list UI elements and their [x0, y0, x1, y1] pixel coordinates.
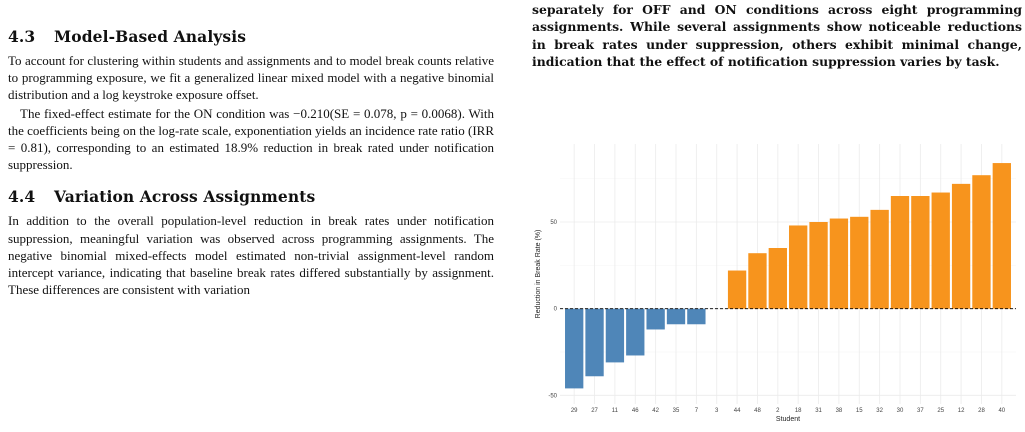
section-title: Variation Across Assignments	[54, 187, 316, 207]
x-tick-label: 28	[978, 408, 985, 414]
section-heading-4-3: 4.3 Model-Based Analysis	[8, 27, 494, 47]
bar-student-44	[727, 270, 747, 309]
bar-student-27	[585, 308, 604, 377]
bar-student-28	[972, 175, 991, 309]
x-tick-label: 35	[673, 408, 680, 414]
y-tick-label: 50	[550, 220, 557, 226]
x-tick-label: 48	[754, 408, 761, 414]
left-column: 4.3 Model-Based Analysis To account for c…	[8, 0, 494, 298]
bar-student-29	[565, 308, 584, 389]
section-number: 4.4	[8, 187, 36, 207]
section-number: 4.3	[8, 27, 36, 46]
bar-student-30	[890, 196, 910, 309]
bars	[565, 163, 1011, 389]
bar-student-46	[626, 308, 645, 356]
right-column: separately for OFF and ON conditions acr…	[532, 0, 1022, 71]
bar-student-11	[605, 308, 625, 363]
bar-student-35	[666, 308, 686, 325]
bar-student-15	[850, 216, 869, 309]
bar-student-2	[768, 248, 787, 309]
y-tick-label: 0	[554, 307, 558, 313]
y-tick-labels: -50 0 50	[548, 220, 557, 399]
section-heading-4-4: 4.4 Variation Across Assignments	[8, 187, 494, 207]
x-tick-label: 29	[571, 408, 578, 414]
bar-student-37	[911, 196, 930, 309]
section-title: Model-Based Analysis	[54, 27, 247, 46]
x-tick-label: 3	[715, 408, 719, 414]
bar-student-12	[951, 183, 971, 309]
x-tick-label: 12	[958, 408, 965, 414]
section-4-3-paragraph-1: To account for clustering within student…	[8, 53, 494, 103]
bar-student-40	[992, 163, 1011, 309]
bar-student-7	[687, 308, 706, 325]
bar-student-25	[931, 192, 950, 309]
figure-caption: separately for OFF and ON conditions acr…	[532, 2, 1022, 70]
x-tick-label: 38	[836, 408, 843, 414]
x-tick-label: 46	[632, 408, 639, 414]
x-tick-label: 15	[856, 408, 863, 414]
section-4-4-paragraph-1: In addition to the overall population-le…	[8, 213, 494, 298]
x-tick-labels: 29 27 11 46 42 35 7 3 44 48 2 18 31 38 15 32 30 37 25 12 28 4…	[571, 408, 1006, 414]
bar-student-38	[829, 218, 849, 309]
y-tick-label: -50	[548, 393, 557, 399]
x-tick-label: 31	[815, 408, 822, 414]
x-tick-label: 44	[734, 408, 741, 414]
x-tick-label: 27	[591, 408, 598, 414]
x-tick-label: 7	[695, 408, 699, 414]
bar-chart: -50 0 50 29 27 11 46 42 35 7 3 44 48 2 18 31 38 15 32 30 37…	[535, 144, 1016, 423]
x-tick-label: 2	[776, 408, 780, 414]
x-tick-label: 25	[937, 408, 944, 414]
x-tick-label: 11	[612, 408, 619, 414]
bar-student-32	[870, 209, 889, 309]
x-tick-label: 32	[876, 408, 883, 414]
bar-student-31	[809, 222, 828, 309]
bar-student-42	[646, 308, 665, 330]
x-tick-label: 18	[795, 408, 802, 414]
bar-student-18	[789, 225, 808, 309]
x-tick-label: 40	[998, 408, 1005, 414]
bar-student-48	[748, 253, 767, 309]
section-4-3-paragraph-2: The fixed-effect estimate for the ON con…	[8, 105, 494, 173]
x-tick-label: 37	[917, 408, 924, 414]
x-tick-label: 42	[652, 408, 659, 414]
x-tick-label: 30	[897, 408, 904, 414]
x-axis-title: Student	[776, 416, 800, 423]
y-axis-title: Reduction in Break Rate (%)	[535, 230, 542, 319]
